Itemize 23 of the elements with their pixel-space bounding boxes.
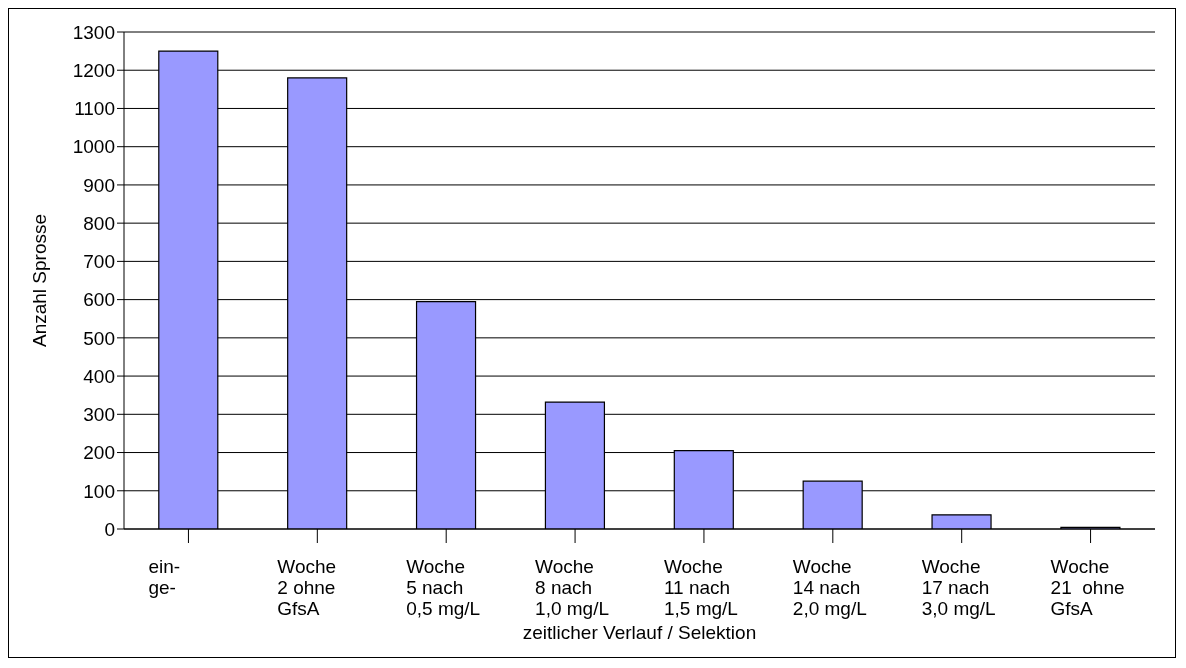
y-tick-label: 400: [83, 365, 115, 387]
y-tick-label: 800: [83, 212, 115, 234]
y-tick-label: 700: [83, 251, 115, 273]
y-tick-label: 100: [83, 480, 115, 502]
x-tick-label: Woche 5 nach 0,5 mg/L: [406, 556, 481, 619]
y-tick-label: 500: [83, 327, 115, 349]
x-tick-label: Woche 17 nach 3,0 mg/L: [921, 556, 996, 619]
y-axis-title: Anzahl Sprosse: [28, 213, 50, 348]
y-tick-label: 900: [83, 174, 115, 196]
y-tick-label: 0: [104, 518, 115, 540]
y-tick-label: 200: [83, 442, 115, 464]
x-tick-label: Woche 21 ohne GfsA: [1050, 556, 1125, 619]
x-tick-label: ein- ge-: [148, 556, 181, 598]
x-axis-title: zeitlicher Verlauf / Selektion: [522, 622, 757, 643]
y-tick-label: 1300: [72, 21, 115, 43]
x-tick-label: Woche 14 nach 2,0 mg/L: [792, 556, 867, 619]
y-tick-label: 1100: [74, 98, 115, 120]
y-tick-label: 600: [83, 289, 115, 311]
y-tick-label: 1200: [72, 59, 115, 81]
x-tick-label: Woche 11 nach 1,5 mg/L: [663, 556, 738, 619]
x-tick-label: Woche 2 ohne GfsA: [277, 556, 337, 619]
y-tick-label: 300: [83, 404, 115, 426]
y-tick-label: 1000: [72, 136, 115, 158]
